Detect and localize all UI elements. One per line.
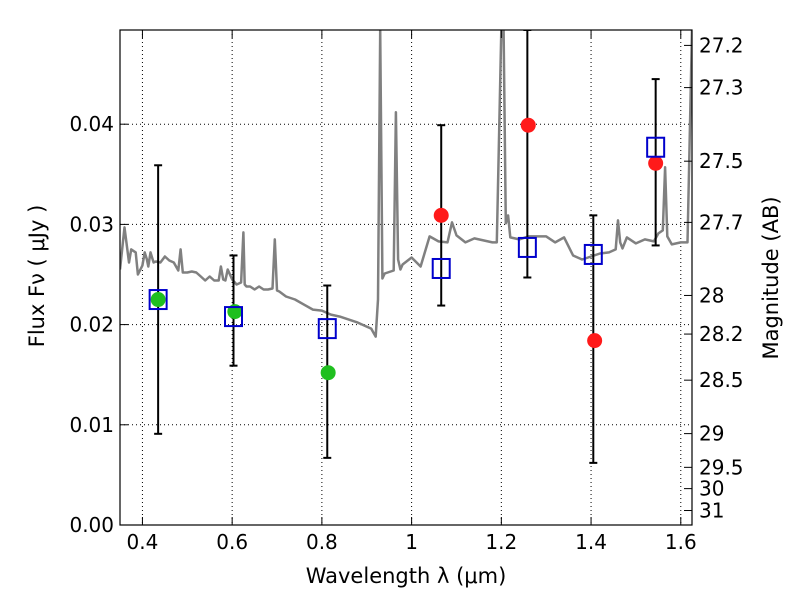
- spectrum-series: [120, 30, 692, 338]
- blue-square-marker: [317, 318, 337, 340]
- mag-tick-label: 27.7: [699, 210, 744, 234]
- axis-ticks: [120, 30, 692, 526]
- mag-tick-label: 28.5: [699, 368, 744, 392]
- x-axis-title: Wavelength λ (μm): [306, 564, 507, 588]
- blue-square-marker: [431, 257, 451, 279]
- x-tick-label: 0.6: [216, 530, 248, 554]
- x-tick-label: 1.2: [485, 530, 517, 554]
- red-circle-marker: [587, 333, 603, 349]
- blue-square-marker: [148, 289, 168, 311]
- x-tick-label: 0.4: [127, 530, 159, 554]
- plot-frame: [119, 29, 693, 526]
- mag-tick-label: 31: [699, 499, 724, 523]
- blue-square-marker: [646, 136, 666, 158]
- red-circle-marker: [648, 155, 664, 171]
- data-markers: [148, 117, 666, 381]
- mag-tick-label: 29.5: [699, 455, 744, 479]
- blue-square-marker: [224, 306, 244, 328]
- x-tick-label: 1.4: [575, 530, 607, 554]
- grid-lines: [120, 30, 692, 526]
- spectrum-line: [120, 30, 692, 338]
- tick-labels: 0.4 0.6 0.8 1 1.2 1.4 1.6 0.00 0.01 0.02 0.03 0.04 2…: [69, 33, 743, 554]
- green-circle-marker: [320, 365, 336, 381]
- red-circle-marker: [433, 207, 449, 223]
- x-tick-label: 1.6: [665, 530, 697, 554]
- y-axis-title: Flux Fν ( μJy ): [25, 205, 49, 348]
- x-tick-label: 0.8: [306, 530, 338, 554]
- y2-axis-title: Magnitude (AB): [759, 196, 783, 359]
- blue-square-marker: [517, 236, 537, 258]
- green-circle-marker: [150, 292, 166, 308]
- mag-tick-label: 27.3: [699, 76, 744, 100]
- y-tick-label: 0.02: [69, 313, 114, 337]
- mag-tick-label: 29: [699, 422, 724, 446]
- y-tick-label: 0.01: [69, 413, 114, 437]
- blue-square-marker: [583, 243, 603, 265]
- mag-tick-label: 28.2: [699, 322, 744, 346]
- mag-tick-label: 30: [699, 477, 724, 501]
- red-circle-marker: [520, 117, 536, 133]
- mag-tick-label: 27.2: [699, 33, 744, 57]
- mag-tick-label: 27.5: [699, 149, 744, 173]
- y-tick-label: 0.04: [69, 112, 114, 136]
- y-tick-label: 0.03: [69, 212, 114, 236]
- x-tick-label: 1: [405, 530, 418, 554]
- mag-tick-label: 28: [699, 283, 724, 307]
- y-tick-label: 0.00: [69, 513, 114, 537]
